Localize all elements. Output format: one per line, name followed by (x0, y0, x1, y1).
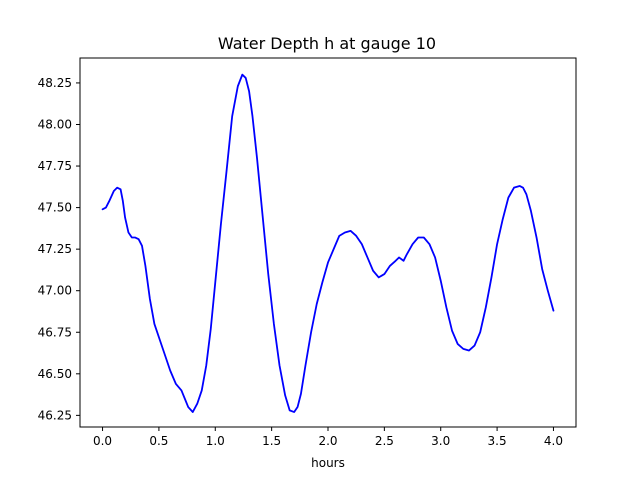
x-tick-label: 0.5 (149, 434, 168, 448)
x-tick-label: 3.0 (431, 434, 450, 448)
y-tick-label: 48.25 (38, 76, 72, 90)
x-tick-label: 0.0 (93, 434, 112, 448)
y-tick-label: 47.50 (38, 201, 72, 215)
y-tick-label: 46.25 (38, 408, 72, 422)
chart-title: Water Depth h at gauge 10 (218, 34, 436, 53)
y-tick-label: 48.00 (38, 117, 72, 131)
series-line (101, 73, 555, 413)
y-tick-label: 47.00 (38, 284, 72, 298)
y-tick-label: 46.50 (38, 367, 72, 381)
x-tick-label: 4.0 (544, 434, 563, 448)
x-tick-label: 1.5 (262, 434, 281, 448)
y-tick-label: 47.75 (38, 159, 72, 173)
x-tick-label: 2.5 (375, 434, 394, 448)
x-tick-label: 1.0 (206, 434, 225, 448)
x-axis-ticks: 0.0 0.5 1.0 1.5 2.0 2.5 3.0 3.5 4.0 (93, 427, 563, 448)
x-tick-label: 2.0 (318, 434, 337, 448)
x-tick-label: 3.5 (488, 434, 507, 448)
y-tick-label: 46.75 (38, 325, 72, 339)
series-layer (101, 73, 555, 413)
y-axis-ticks: 46.25 46.50 46.75 47.00 47.25 47.50 47.75 48.00… (38, 76, 80, 422)
x-axis-label: hours (311, 456, 345, 470)
y-tick-label: 47.25 (38, 242, 72, 256)
